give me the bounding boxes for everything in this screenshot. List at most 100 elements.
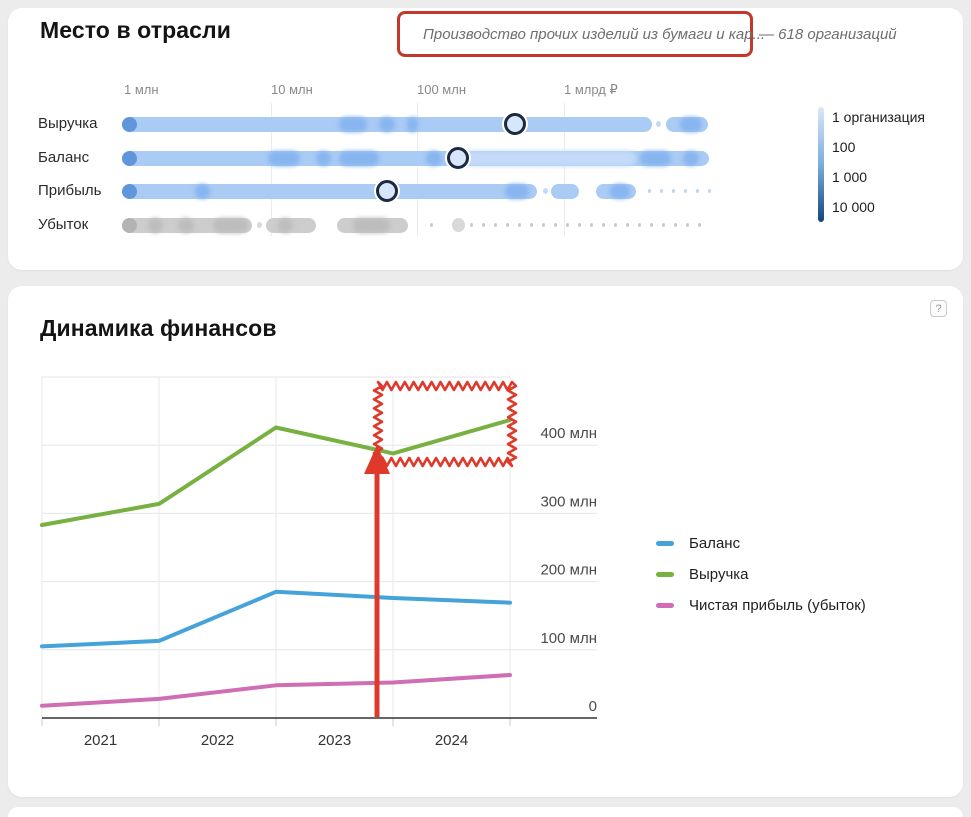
strip-axis-tick-label: 1 млрд ₽ [564, 82, 618, 97]
strip-tiny-dot [686, 223, 689, 227]
next-card-edge [8, 807, 963, 817]
strip-dense-region [683, 150, 699, 166]
strip-tiny-dot [674, 223, 677, 227]
x-year-label: 2023 [318, 732, 351, 749]
density-legend-item: 100 [832, 139, 856, 155]
strip-tiny-dot [590, 223, 593, 227]
strip-tiny-dot [482, 223, 485, 227]
legend-swatch-pribyl [656, 602, 674, 608]
strip-dense-region [379, 116, 395, 132]
strip-tiny-dot [602, 223, 605, 227]
strip-tiny-dot [542, 223, 545, 227]
strip-tiny-dot [662, 223, 665, 227]
strip-axis-tick-label: 1 млн [124, 82, 159, 97]
strip-tiny-dot [530, 223, 533, 227]
strip-tiny-dot [470, 223, 473, 227]
strip-dense-region [278, 217, 293, 233]
industry-name-label[interactable]: Производство прочих изделий из бумаги и … [423, 25, 766, 43]
finance-dynamics-card: Динамика финансов ? 0 100 млн 200 млн 300 м… [8, 286, 963, 797]
strip-dense-region [268, 150, 300, 166]
legend-item-balans: Баланс [656, 534, 741, 552]
y-tick-label: 400 млн [540, 425, 597, 442]
x-year-label: 2024 [435, 732, 468, 749]
strip-gridline [271, 103, 272, 236]
strip-tiny-dot [650, 223, 653, 227]
y-tick-label: 300 млн [540, 493, 597, 510]
finance-card-title: Динамика финансов [40, 315, 277, 341]
strip-tiny-dot [518, 223, 521, 227]
strip-tiny-dot [698, 223, 701, 227]
y-tick-label: 100 млн [540, 630, 597, 647]
strip-dense-region [316, 150, 331, 166]
strip-dot [542, 188, 548, 194]
legend-label: Баланс [689, 534, 741, 552]
strip-gridline [564, 103, 565, 236]
strip-tiny-dot [684, 189, 687, 193]
strip-dense-region [680, 116, 702, 132]
legend-label: Выручка [689, 565, 749, 583]
company-position-marker[interactable] [504, 113, 526, 135]
strip-tiny-dot [672, 189, 675, 193]
density-legend-item: 10 000 [832, 199, 875, 215]
strip-dense-region [339, 116, 367, 132]
strip-dense-region [426, 150, 442, 166]
help-icon[interactable]: ? [930, 300, 947, 317]
strip-tiny-dot [614, 223, 617, 227]
strip-tiny-dot [566, 223, 569, 227]
strip-dot [451, 218, 465, 232]
strip-row-label: Убыток [38, 216, 89, 233]
industry-card-title: Место в отрасли [40, 17, 231, 43]
strip-tiny-dot [430, 223, 433, 227]
strip-tiny-dot [638, 223, 641, 227]
strip-row-label: Баланс [38, 149, 90, 166]
strip-dense-region [640, 150, 671, 166]
strip-axis-tick-label: 100 млн [417, 82, 467, 97]
x-year-label: 2022 [201, 732, 234, 749]
strip-dense-region [353, 217, 390, 233]
strip-gridline [417, 103, 418, 236]
strip-tiny-dot [506, 223, 509, 227]
strip-axis-tick-label: 10 млн [271, 82, 313, 97]
density-legend-item: 1 организация [832, 109, 926, 125]
strip-start-dot [122, 217, 137, 233]
strip-start-dot [122, 183, 137, 199]
strip-dot [256, 222, 262, 228]
strip-row-label: Прибыль [38, 182, 102, 199]
legend-item-vyruchka: Выручка [656, 565, 749, 583]
density-legend-item: 1 000 [832, 169, 868, 185]
legend-item-pribyl: Чистая прибыль (убыток) [656, 596, 866, 614]
strip-tiny-dot [696, 189, 699, 193]
strip-dense-region [610, 183, 630, 199]
company-position-marker[interactable] [376, 180, 398, 202]
industry-position-card: Место в отрасли Производство прочих изде… [8, 8, 963, 270]
strip-start-dot [122, 116, 137, 132]
company-position-marker[interactable] [447, 147, 469, 169]
legend-swatch-vyruchka [656, 571, 674, 577]
strip-tiny-dot [626, 223, 629, 227]
strip-segment [551, 183, 579, 199]
strip-dense-region [148, 217, 163, 233]
organization-count-label: — 618 организаций [759, 26, 897, 43]
strip-start-dot [122, 150, 137, 166]
density-legend-gradient [818, 107, 824, 222]
strip-dot [655, 121, 661, 127]
annotation-red-box: Производство прочих изделий из бумаги и … [397, 11, 765, 57]
strip-segment [122, 183, 537, 199]
strip-light-region [464, 150, 636, 166]
annotation-arrow-head [364, 445, 390, 474]
strip-tiny-dot [554, 223, 557, 227]
strip-row-label: Выручка [38, 115, 98, 132]
y-tick-label: 0 [589, 698, 597, 715]
strip-dense-region [407, 116, 418, 132]
strip-tiny-dot [578, 223, 581, 227]
strip-dense-region [213, 217, 248, 233]
strip-dense-region [178, 217, 194, 233]
strip-tiny-dot [660, 189, 663, 193]
legend-label: Чистая прибыль (убыток) [689, 596, 866, 614]
series-line-0 [40, 589, 512, 649]
series-line-1 [40, 418, 512, 527]
strip-tiny-dot [494, 223, 497, 227]
strip-tiny-dot [708, 189, 711, 193]
x-year-label: 2021 [84, 732, 117, 749]
strip-tiny-dot [648, 189, 651, 193]
